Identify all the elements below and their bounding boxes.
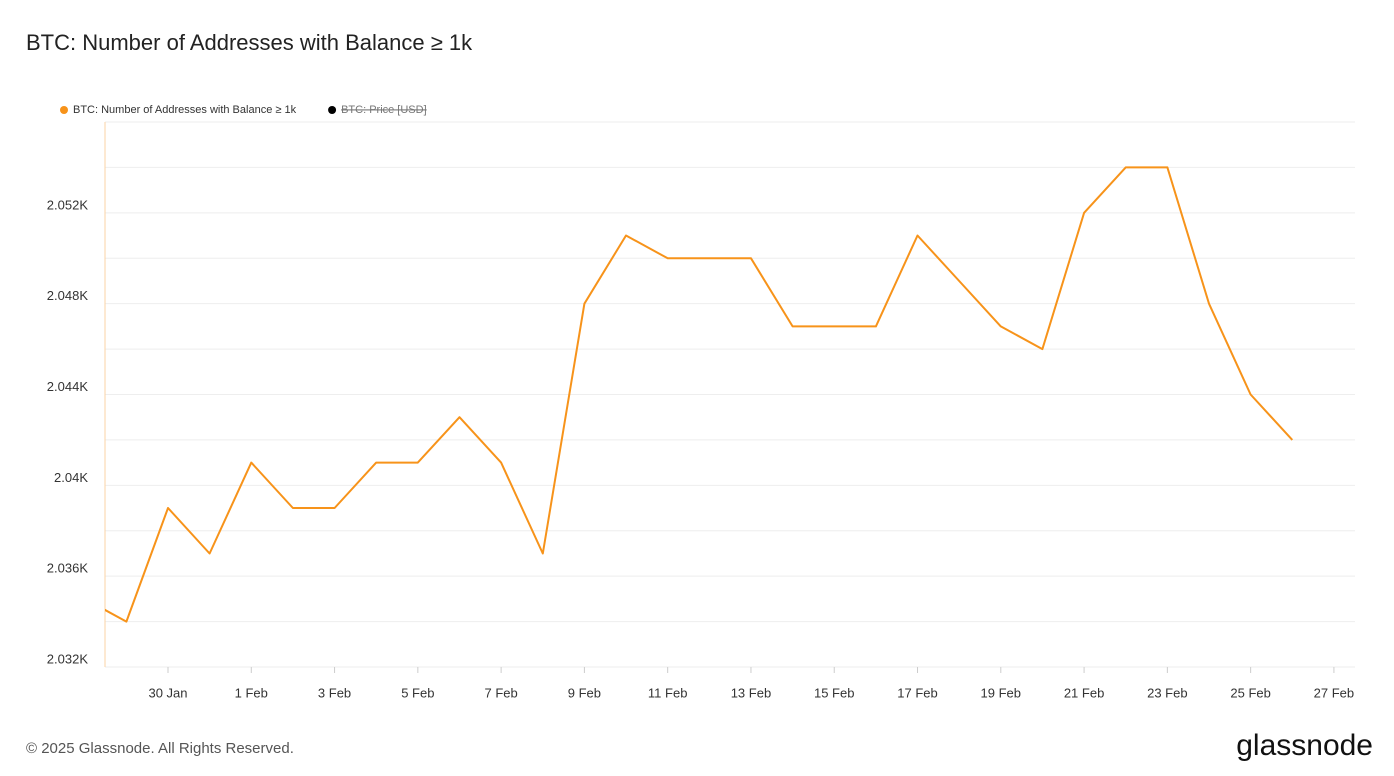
x-tick-label: 17 Feb xyxy=(897,685,937,700)
x-tick-label: 23 Feb xyxy=(1147,685,1187,700)
chart-title: BTC: Number of Addresses with Balance ≥ … xyxy=(26,30,473,55)
x-tick-label: 11 Feb xyxy=(648,685,688,700)
y-tick-label: 2.04K xyxy=(54,470,88,485)
footer: © 2025 Glassnode. All Rights Reserved. xyxy=(26,740,294,757)
x-tick-label: 7 Feb xyxy=(484,685,517,700)
y-tick-label: 2.036K xyxy=(47,561,89,576)
legend-marker xyxy=(328,106,337,114)
y-tick-label: 2.032K xyxy=(47,651,89,666)
x-tick-label: 27 Feb xyxy=(1314,685,1354,700)
plot-area xyxy=(105,166,1294,623)
x-tick-label: 1 Feb xyxy=(235,685,268,700)
legend-marker xyxy=(60,106,68,114)
legend-label: BTC: Price [USD] xyxy=(341,104,427,116)
legend-label: BTC: Number of Addresses with Balance ≥ … xyxy=(73,104,297,116)
x-tick-label: 21 Feb xyxy=(1064,685,1104,700)
x-tick-label: 5 Feb xyxy=(401,685,434,700)
data-line xyxy=(105,166,1294,623)
x-tick-label: 13 Feb xyxy=(731,685,771,700)
y-tick-label: 2.044K xyxy=(47,379,89,394)
x-tick-label: 15 Feb xyxy=(814,685,854,700)
y-tick-label: 2.052K xyxy=(47,197,89,212)
brand-logo: glassnode xyxy=(1236,729,1373,762)
y-tick-label: 2.048K xyxy=(47,288,89,303)
x-tick-label: 30 Jan xyxy=(148,685,187,700)
x-tick-label: 9 Feb xyxy=(568,685,601,700)
x-tick-label: 25 Feb xyxy=(1230,685,1270,700)
x-tick-label: 3 Feb xyxy=(318,685,351,700)
x-tick-label: 19 Feb xyxy=(981,685,1021,700)
grid xyxy=(105,121,1355,668)
